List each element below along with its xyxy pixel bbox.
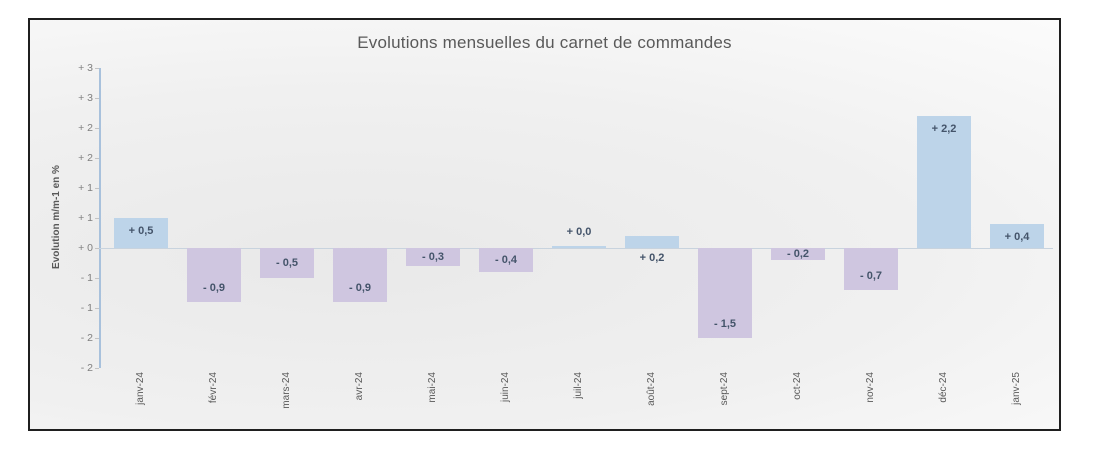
bar-value-label: - 1,5 xyxy=(713,318,736,330)
y-tick-mark xyxy=(95,338,99,339)
y-tick-mark xyxy=(95,128,99,129)
y-tick-mark xyxy=(95,68,99,69)
bar xyxy=(552,246,606,248)
bar xyxy=(406,248,460,266)
bar-value-label: + 0,5 xyxy=(128,225,154,237)
zero-gridline xyxy=(99,248,1053,249)
y-axis-line xyxy=(99,68,101,368)
x-tick-label: sept-24 xyxy=(719,372,730,406)
x-tick-label: oct-24 xyxy=(792,372,803,400)
y-tick-label: + 2 xyxy=(78,122,93,134)
y-tick-mark xyxy=(95,188,99,189)
y-tick-mark xyxy=(95,218,99,219)
y-tick-label: - 2 xyxy=(80,362,93,374)
bar-value-label: - 0,9 xyxy=(202,282,225,294)
y-tick-label: - 1 xyxy=(80,272,93,284)
x-tick-label: janv-25 xyxy=(1011,372,1022,405)
x-tick-label: juil-24 xyxy=(573,372,584,399)
y-tick-mark xyxy=(95,368,99,369)
chart-title: Evolutions mensuelles du carnet de comma… xyxy=(357,33,732,52)
bar-value-label: + 0,0 xyxy=(566,226,592,238)
bar-value-label: - 0,4 xyxy=(494,254,517,266)
bar xyxy=(187,248,241,302)
chart-frame: Evolutions mensuelles du carnet de comma… xyxy=(28,18,1061,431)
x-tick-label: févr-24 xyxy=(208,372,219,404)
bar-value-label: + 0,4 xyxy=(1004,231,1030,243)
bar-value-label: - 0,9 xyxy=(348,282,371,294)
bar xyxy=(625,236,679,248)
y-tick-mark xyxy=(95,158,99,159)
bar-value-label: - 0,7 xyxy=(859,270,882,282)
y-tick-mark xyxy=(95,98,99,99)
bar-value-label: + 0,2 xyxy=(639,252,665,264)
x-tick-label: mai-24 xyxy=(427,372,438,403)
x-tick-label: déc-24 xyxy=(938,372,949,403)
x-tick-label: avr-24 xyxy=(354,372,365,401)
bar xyxy=(333,248,387,302)
y-tick-mark xyxy=(95,248,99,249)
y-tick-mark xyxy=(95,278,99,279)
bar xyxy=(260,248,314,278)
x-tick-label: juin-24 xyxy=(500,372,511,403)
bar xyxy=(479,248,533,272)
bar xyxy=(698,248,752,338)
bar xyxy=(114,218,168,248)
y-tick-label: + 3 xyxy=(78,92,93,104)
x-tick-label: janv-24 xyxy=(135,372,146,405)
x-tick-label: mars-24 xyxy=(281,372,292,409)
bar-value-label: - 0,5 xyxy=(275,257,298,269)
bar xyxy=(844,248,898,290)
y-tick-mark xyxy=(95,308,99,309)
y-tick-label: + 0 xyxy=(78,242,93,254)
bar-value-label: + 2,2 xyxy=(931,123,957,135)
bar xyxy=(771,248,825,260)
y-tick-label: + 2 xyxy=(78,152,93,164)
y-tick-label: - 1 xyxy=(80,302,93,314)
bar-value-label: - 0,3 xyxy=(421,251,444,263)
y-tick-label: - 2 xyxy=(80,332,93,344)
bar xyxy=(917,116,971,248)
y-tick-label: + 1 xyxy=(78,182,93,194)
x-tick-label: août-24 xyxy=(646,372,657,406)
x-tick-label: nov-24 xyxy=(865,372,876,403)
y-tick-label: + 1 xyxy=(78,212,93,224)
y-tick-label: + 3 xyxy=(78,62,93,74)
bar-value-label: - 0,2 xyxy=(786,248,809,260)
bar xyxy=(990,224,1044,248)
